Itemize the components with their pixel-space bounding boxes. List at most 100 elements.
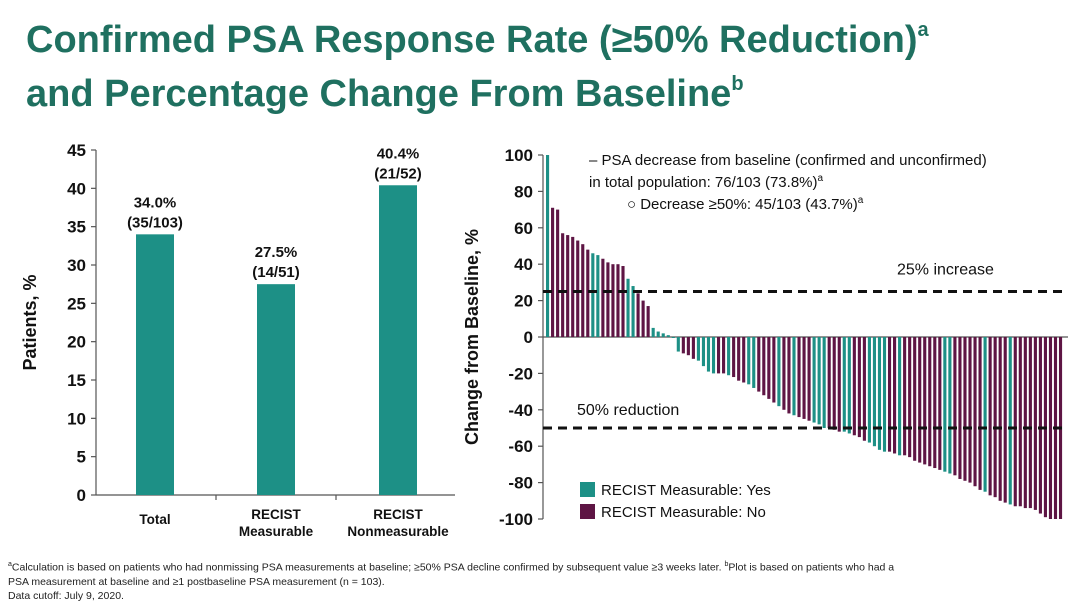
waterfall-bar: [913, 337, 917, 461]
waterfall-bar: [691, 337, 695, 359]
waterfall-bar: [1033, 337, 1037, 510]
legend-label-2: RECIST Measurable: No: [601, 504, 766, 521]
waterfall-bar: [1018, 337, 1022, 507]
waterfall-bar: [777, 337, 781, 407]
waterfall-bar: [973, 337, 977, 487]
waterfall-bar: [631, 286, 635, 337]
waterfall-bar: [787, 337, 791, 414]
waterfall-bar: [571, 236, 575, 337]
y-tick-label: 35: [67, 218, 86, 237]
category-label: Nonmeasurable: [347, 524, 449, 539]
category-label: RECIST: [251, 507, 301, 522]
waterfall-bar: [651, 327, 655, 337]
waterfall-bar: [852, 337, 856, 436]
waterfall-y-tick-label: 80: [514, 182, 533, 201]
waterfall-bar: [938, 337, 942, 470]
waterfall-bar: [636, 293, 640, 337]
bar-2: [257, 284, 295, 495]
waterfall-bar: [978, 337, 982, 490]
waterfall-bar: [832, 337, 836, 430]
annotation-line-3: ○ Decrease ≥50%: 45/103 (43.7%)a: [627, 195, 864, 213]
waterfall-bar: [933, 337, 937, 469]
waterfall-bar: [556, 209, 560, 337]
waterfall-bar: [591, 253, 595, 337]
slide-title: Confirmed PSA Response Rate (≥50% Reduct…: [26, 8, 1066, 116]
y-tick-label: 10: [67, 409, 86, 428]
waterfall-bar: [727, 337, 731, 376]
waterfall-bar: [867, 337, 871, 443]
data-label-count: (21/52): [374, 165, 422, 182]
legend-label-1: RECIST Measurable: Yes: [601, 482, 771, 499]
waterfall-bar: [561, 233, 565, 337]
waterfall-bar: [993, 337, 997, 498]
waterfall-bar: [757, 337, 761, 392]
waterfall-bar: [847, 337, 851, 434]
waterfall-bar: [948, 337, 952, 474]
waterfall-bar: [681, 337, 685, 354]
waterfall-bar: [862, 337, 866, 441]
waterfall-bar: [903, 337, 907, 456]
waterfall-bar: [586, 249, 590, 337]
waterfall-bar: [963, 337, 967, 481]
waterfall-bar: [611, 264, 615, 337]
waterfall-bar: [1038, 337, 1042, 514]
category-label: Total: [139, 512, 170, 527]
waterfall-y-tick-label: 20: [514, 292, 533, 311]
waterfall-bar: [898, 337, 902, 456]
waterfall-bar: [772, 337, 776, 403]
waterfall-bar: [696, 337, 700, 361]
waterfall-bar: [983, 337, 987, 492]
waterfall-y-tick-label: -100: [499, 510, 533, 529]
waterfall-bar: [666, 335, 670, 337]
waterfall-bar: [1023, 337, 1027, 509]
annotation-line-1: – PSA decrease from baseline (confirmed …: [589, 152, 987, 169]
waterfall-bar: [722, 337, 726, 374]
waterfall-bar: [923, 337, 927, 465]
y-tick-label: 25: [67, 294, 86, 313]
reference-label-reduction: 50% reduction: [577, 402, 679, 419]
category-label: Measurable: [239, 524, 314, 539]
waterfall-bar: [641, 300, 645, 337]
waterfall-bar: [988, 337, 992, 496]
waterfall-bar: [601, 258, 605, 337]
waterfall-bar: [792, 337, 796, 416]
waterfall-bar: [857, 337, 861, 438]
waterfall-bar: [706, 337, 711, 372]
waterfall-y-tick-label: 40: [514, 255, 533, 274]
waterfall-bar: [646, 306, 650, 337]
waterfall-bar: [887, 337, 892, 452]
legend-swatch-2: [580, 504, 595, 519]
waterfall-bar: [747, 337, 751, 385]
waterfall-bar: [566, 235, 570, 337]
waterfall-bar: [802, 337, 806, 419]
waterfall-bar: [1028, 337, 1032, 509]
waterfall-bar: [737, 337, 741, 381]
waterfall-bar: [1013, 337, 1017, 507]
data-label-value: 34.0%: [134, 194, 177, 211]
waterfall-bar: [918, 337, 922, 463]
waterfall-bar: [581, 244, 585, 337]
y-tick-label: 5: [77, 448, 86, 467]
waterfall-bar: [877, 337, 882, 450]
waterfall-bar: [953, 337, 957, 476]
waterfall-bar: [817, 337, 821, 425]
waterfall-bar: [1008, 337, 1012, 505]
y-tick-label: 45: [67, 141, 86, 160]
waterfall-bar: [671, 337, 675, 338]
waterfall-y-tick-label: -20: [508, 364, 533, 383]
waterfall-y-tick-label: -80: [508, 474, 533, 493]
waterfall-bar: [701, 337, 706, 367]
waterfall-bar: [546, 155, 550, 337]
waterfall-bar: [716, 337, 721, 374]
waterfall-bar: [928, 337, 932, 467]
data-label-value: 40.4%: [377, 145, 420, 162]
waterfall-bar: [822, 337, 826, 428]
waterfall-bar: [943, 337, 947, 472]
data-label-count: (35/103): [127, 214, 183, 231]
waterfall-bar: [812, 337, 816, 423]
waterfall-bar: [998, 337, 1002, 501]
y-tick-label: 20: [67, 333, 86, 352]
waterfall-bar: [767, 337, 771, 399]
waterfall-bar: [656, 331, 660, 337]
